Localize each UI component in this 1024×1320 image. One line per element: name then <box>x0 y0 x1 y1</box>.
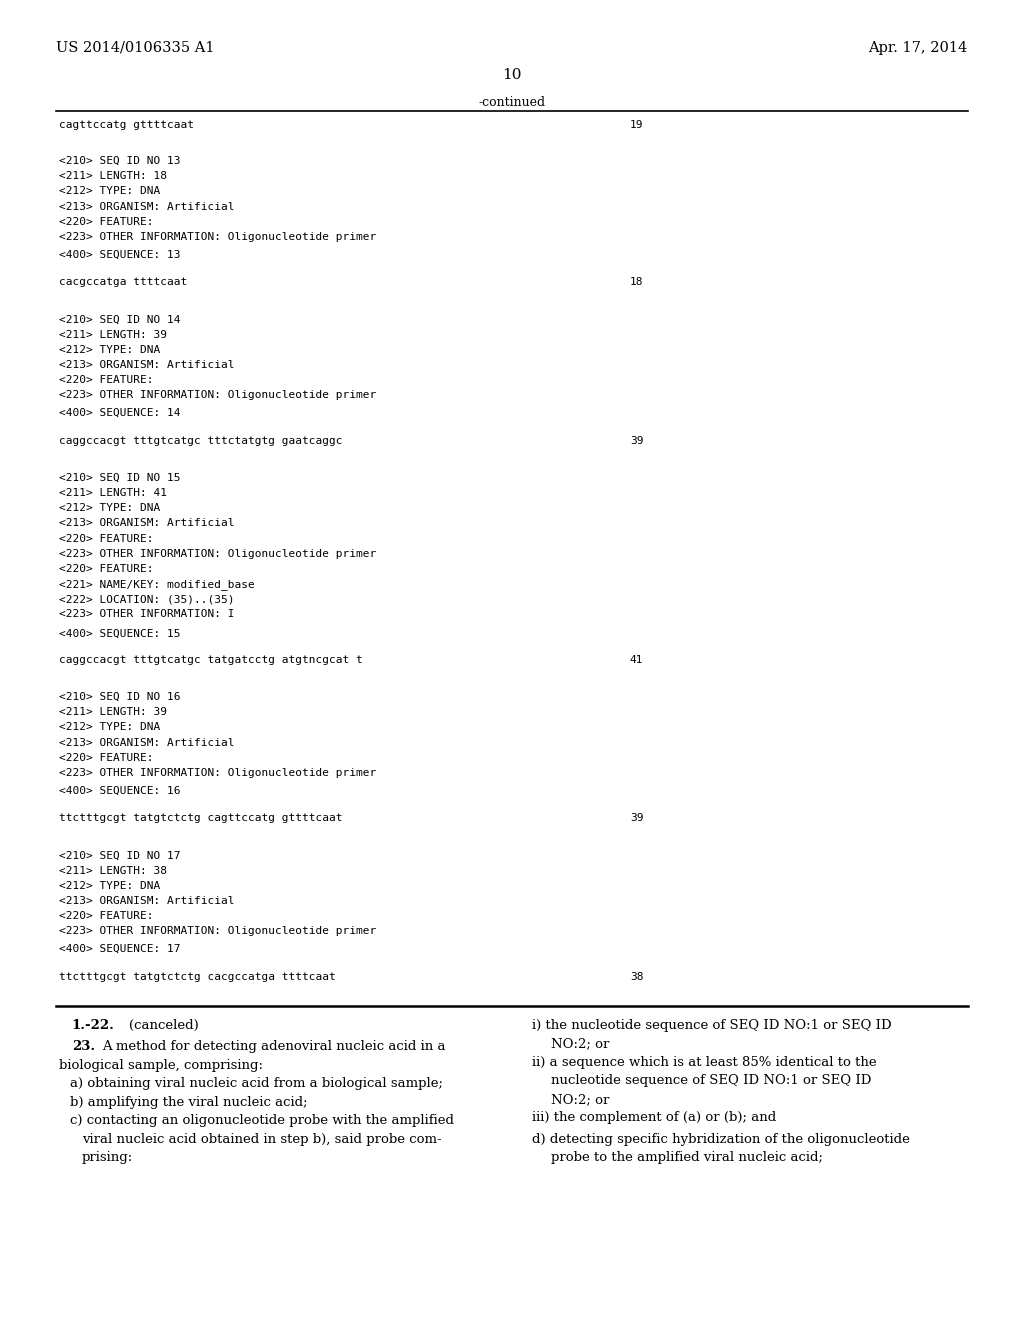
Text: <212> TYPE: DNA: <212> TYPE: DNA <box>59 722 161 733</box>
Text: US 2014/0106335 A1: US 2014/0106335 A1 <box>56 41 215 54</box>
Text: <223> OTHER INFORMATION: Oligonucleotide primer: <223> OTHER INFORMATION: Oligonucleotide… <box>59 927 377 936</box>
Text: <400> SEQUENCE: 16: <400> SEQUENCE: 16 <box>59 785 181 796</box>
Text: NO:2; or: NO:2; or <box>551 1093 609 1106</box>
Text: <213> ORGANISM: Artificial: <213> ORGANISM: Artificial <box>59 202 234 211</box>
Text: <211> LENGTH: 39: <211> LENGTH: 39 <box>59 708 167 717</box>
Text: <210> SEQ ID NO 16: <210> SEQ ID NO 16 <box>59 692 181 702</box>
Text: <400> SEQUENCE: 17: <400> SEQUENCE: 17 <box>59 944 181 954</box>
Text: (canceled): (canceled) <box>129 1019 199 1032</box>
Text: <223> OTHER INFORMATION: Oligonucleotide primer: <223> OTHER INFORMATION: Oligonucleotide… <box>59 391 377 400</box>
Text: <211> LENGTH: 41: <211> LENGTH: 41 <box>59 488 167 498</box>
Text: <222> LOCATION: (35)..(35): <222> LOCATION: (35)..(35) <box>59 594 234 605</box>
Text: 39: 39 <box>630 813 643 824</box>
Text: <220> FEATURE:: <220> FEATURE: <box>59 375 154 385</box>
Text: cacgccatga ttttcaat: cacgccatga ttttcaat <box>59 277 187 288</box>
Text: 18: 18 <box>630 277 643 288</box>
Text: <210> SEQ ID NO 14: <210> SEQ ID NO 14 <box>59 314 181 325</box>
Text: <220> FEATURE:: <220> FEATURE: <box>59 216 154 227</box>
Text: NO:2; or: NO:2; or <box>551 1038 609 1051</box>
Text: 10: 10 <box>502 69 522 82</box>
Text: <220> FEATURE:: <220> FEATURE: <box>59 911 154 921</box>
Text: probe to the amplified viral nucleic acid;: probe to the amplified viral nucleic aci… <box>551 1151 823 1164</box>
Text: 1.-22.: 1.-22. <box>72 1019 115 1032</box>
Text: ttctttgcgt tatgtctctg cagttccatg gttttcaat: ttctttgcgt tatgtctctg cagttccatg gttttca… <box>59 813 343 824</box>
Text: <400> SEQUENCE: 15: <400> SEQUENCE: 15 <box>59 628 181 639</box>
Text: <211> LENGTH: 39: <211> LENGTH: 39 <box>59 330 167 339</box>
Text: <220> FEATURE:: <220> FEATURE: <box>59 564 154 574</box>
Text: <220> FEATURE:: <220> FEATURE: <box>59 533 154 544</box>
Text: 41: 41 <box>630 655 643 665</box>
Text: <212> TYPE: DNA: <212> TYPE: DNA <box>59 186 161 197</box>
Text: Apr. 17, 2014: Apr. 17, 2014 <box>868 41 968 54</box>
Text: <213> ORGANISM: Artificial: <213> ORGANISM: Artificial <box>59 519 234 528</box>
Text: cagttccatg gttttcaat: cagttccatg gttttcaat <box>59 120 195 131</box>
Text: <212> TYPE: DNA: <212> TYPE: DNA <box>59 880 161 891</box>
Text: 38: 38 <box>630 972 643 982</box>
Text: biological sample, comprising:: biological sample, comprising: <box>59 1059 263 1072</box>
Text: b) amplifying the viral nucleic acid;: b) amplifying the viral nucleic acid; <box>70 1096 307 1109</box>
Text: ttctttgcgt tatgtctctg cacgccatga ttttcaat: ttctttgcgt tatgtctctg cacgccatga ttttcaa… <box>59 972 336 982</box>
Text: <221> NAME/KEY: modified_base: <221> NAME/KEY: modified_base <box>59 578 255 590</box>
Text: <211> LENGTH: 38: <211> LENGTH: 38 <box>59 866 167 875</box>
Text: <212> TYPE: DNA: <212> TYPE: DNA <box>59 503 161 513</box>
Text: viral nucleic acid obtained in step b), said probe com-: viral nucleic acid obtained in step b), … <box>82 1133 441 1146</box>
Text: <223> OTHER INFORMATION: Oligonucleotide primer: <223> OTHER INFORMATION: Oligonucleotide… <box>59 768 377 777</box>
Text: <210> SEQ ID NO 17: <210> SEQ ID NO 17 <box>59 850 181 861</box>
Text: <211> LENGTH: 18: <211> LENGTH: 18 <box>59 172 167 181</box>
Text: iii) the complement of (a) or (b); and: iii) the complement of (a) or (b); and <box>532 1111 777 1125</box>
Text: caggccacgt tttgtcatgc tatgatcctg atgtncgcat t: caggccacgt tttgtcatgc tatgatcctg atgtncg… <box>59 655 364 665</box>
Text: A method for detecting adenoviral nucleic acid in a: A method for detecting adenoviral nuclei… <box>102 1040 445 1053</box>
Text: 23.: 23. <box>72 1040 95 1053</box>
Text: <223> OTHER INFORMATION: Oligonucleotide primer: <223> OTHER INFORMATION: Oligonucleotide… <box>59 549 377 558</box>
Text: ii) a sequence which is at least 85% identical to the: ii) a sequence which is at least 85% ide… <box>532 1056 878 1069</box>
Text: prising:: prising: <box>82 1151 133 1164</box>
Text: a) obtaining viral nucleic acid from a biological sample;: a) obtaining viral nucleic acid from a b… <box>70 1077 442 1090</box>
Text: <212> TYPE: DNA: <212> TYPE: DNA <box>59 345 161 355</box>
Text: nucleotide sequence of SEQ ID NO:1 or SEQ ID: nucleotide sequence of SEQ ID NO:1 or SE… <box>551 1074 871 1088</box>
Text: <213> ORGANISM: Artificial: <213> ORGANISM: Artificial <box>59 738 234 747</box>
Text: <400> SEQUENCE: 13: <400> SEQUENCE: 13 <box>59 249 181 260</box>
Text: i) the nucleotide sequence of SEQ ID NO:1 or SEQ ID: i) the nucleotide sequence of SEQ ID NO:… <box>532 1019 892 1032</box>
Text: <223> OTHER INFORMATION: Oligonucleotide primer: <223> OTHER INFORMATION: Oligonucleotide… <box>59 232 377 242</box>
Text: <223> OTHER INFORMATION: I: <223> OTHER INFORMATION: I <box>59 610 234 619</box>
Text: <210> SEQ ID NO 13: <210> SEQ ID NO 13 <box>59 156 181 166</box>
Text: 19: 19 <box>630 120 643 131</box>
Text: 39: 39 <box>630 436 643 446</box>
Text: d) detecting specific hybridization of the oligonucleotide: d) detecting specific hybridization of t… <box>532 1133 910 1146</box>
Text: <213> ORGANISM: Artificial: <213> ORGANISM: Artificial <box>59 896 234 906</box>
Text: c) contacting an oligonucleotide probe with the amplified: c) contacting an oligonucleotide probe w… <box>70 1114 454 1127</box>
Text: <220> FEATURE:: <220> FEATURE: <box>59 752 154 763</box>
Text: <210> SEQ ID NO 15: <210> SEQ ID NO 15 <box>59 473 181 483</box>
Text: <400> SEQUENCE: 14: <400> SEQUENCE: 14 <box>59 408 181 418</box>
Text: <213> ORGANISM: Artificial: <213> ORGANISM: Artificial <box>59 360 234 370</box>
Text: -continued: -continued <box>478 96 546 110</box>
Text: caggccacgt tttgtcatgc tttctatgtg gaatcaggc: caggccacgt tttgtcatgc tttctatgtg gaatcag… <box>59 436 343 446</box>
